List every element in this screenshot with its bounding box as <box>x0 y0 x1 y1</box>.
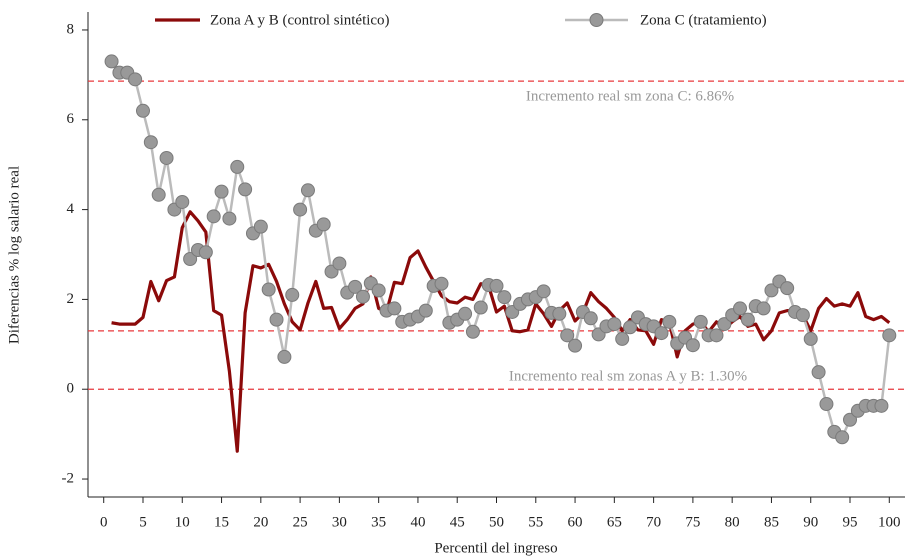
x-axis-label: Percentil del ingreso <box>434 540 557 556</box>
series-line <box>110 60 891 439</box>
x-tick-label: 90 <box>803 514 818 530</box>
y-axis-label: Diferencias % log salario real <box>6 166 22 344</box>
legend-label: Zona A y B (control sintético) <box>210 12 390 28</box>
series-marker <box>151 187 166 202</box>
x-tick-label: 20 <box>253 514 268 530</box>
y-tick-label: 4 <box>67 201 75 217</box>
series-marker <box>717 317 732 332</box>
series-marker <box>198 245 213 260</box>
reference-label: Incremento real sm zona C: 6.86% <box>526 89 734 105</box>
series-marker <box>560 328 575 343</box>
series-marker <box>583 311 598 326</box>
series-marker <box>143 135 158 150</box>
series-marker <box>536 284 551 299</box>
series-marker <box>269 312 284 327</box>
series-marker <box>654 326 669 341</box>
series-marker <box>733 301 748 316</box>
y-tick-label: 8 <box>67 21 75 37</box>
series-marker <box>387 301 402 316</box>
series-marker <box>811 365 826 380</box>
series-marker <box>693 314 708 329</box>
x-tick-label: 45 <box>450 514 465 530</box>
x-tick-label: 40 <box>410 514 425 530</box>
x-tick-label: 80 <box>725 514 740 530</box>
series-marker <box>497 290 512 305</box>
reference-label: Incremento real sm zonas A y B: 1.30% <box>509 369 747 385</box>
series-marker <box>607 317 622 332</box>
series-marker <box>740 312 755 327</box>
y-tick-label: 6 <box>67 111 75 127</box>
x-tick-label: 70 <box>646 514 661 530</box>
series-marker <box>135 103 150 118</box>
series-marker <box>355 289 370 304</box>
series-marker <box>709 328 724 343</box>
series-line <box>111 210 891 453</box>
series-marker <box>882 328 897 343</box>
series-marker <box>128 72 143 87</box>
series-marker <box>764 283 779 298</box>
series-marker <box>332 256 347 271</box>
series-marker <box>473 300 488 315</box>
x-tick-label: 0 <box>100 514 108 530</box>
x-tick-label: 55 <box>528 514 543 530</box>
series-marker <box>371 283 386 298</box>
x-tick-label: 65 <box>607 514 622 530</box>
y-tick-label: 2 <box>67 291 75 307</box>
series-marker <box>465 324 480 339</box>
x-tick-label: 35 <box>371 514 386 530</box>
series-marker <box>780 281 795 296</box>
series-marker <box>104 54 119 69</box>
legend-label: Zona C (tratamiento) <box>640 12 767 28</box>
series-marker <box>261 282 276 297</box>
legend-marker <box>589 13 604 27</box>
series-marker <box>316 217 331 232</box>
series-marker <box>183 251 198 266</box>
series-marker <box>568 338 583 353</box>
x-tick-label: 5 <box>139 514 147 530</box>
series-marker <box>662 314 677 329</box>
x-tick-label: 100 <box>878 514 901 530</box>
series-marker <box>230 159 245 174</box>
series-marker <box>253 219 268 234</box>
x-tick-label: 75 <box>685 514 700 530</box>
series-marker <box>552 306 567 321</box>
series-marker <box>623 320 638 335</box>
series-marker <box>222 211 237 226</box>
series-marker <box>756 301 771 316</box>
series-marker <box>285 287 300 302</box>
series-marker <box>874 398 889 413</box>
series-marker <box>434 276 449 291</box>
series-marker <box>238 182 253 197</box>
series-marker <box>843 412 858 427</box>
x-tick-label: 85 <box>764 514 779 530</box>
series-marker <box>348 279 363 294</box>
x-tick-label: 30 <box>332 514 347 530</box>
series-marker <box>685 338 700 353</box>
series-marker <box>489 278 504 293</box>
series-marker <box>175 194 190 209</box>
x-tick-label: 50 <box>489 514 504 530</box>
series-marker <box>418 303 433 318</box>
x-tick-label: 15 <box>214 514 229 530</box>
y-tick-label: -2 <box>62 470 75 486</box>
series-marker <box>819 397 834 412</box>
x-tick-label: 60 <box>568 514 583 530</box>
series-marker <box>615 331 630 346</box>
series-marker <box>159 150 174 165</box>
series-marker <box>458 306 473 321</box>
series-marker <box>835 430 850 445</box>
x-tick-label: 95 <box>843 514 858 530</box>
series-marker <box>795 308 810 323</box>
series-marker <box>803 331 818 346</box>
series-marker <box>206 209 221 224</box>
y-tick-label: 0 <box>67 381 75 397</box>
series-marker <box>293 202 308 217</box>
x-tick-label: 25 <box>293 514 308 530</box>
series-marker <box>300 183 315 198</box>
series-marker <box>214 184 229 199</box>
series-marker <box>277 349 292 364</box>
x-tick-label: 10 <box>175 514 190 530</box>
